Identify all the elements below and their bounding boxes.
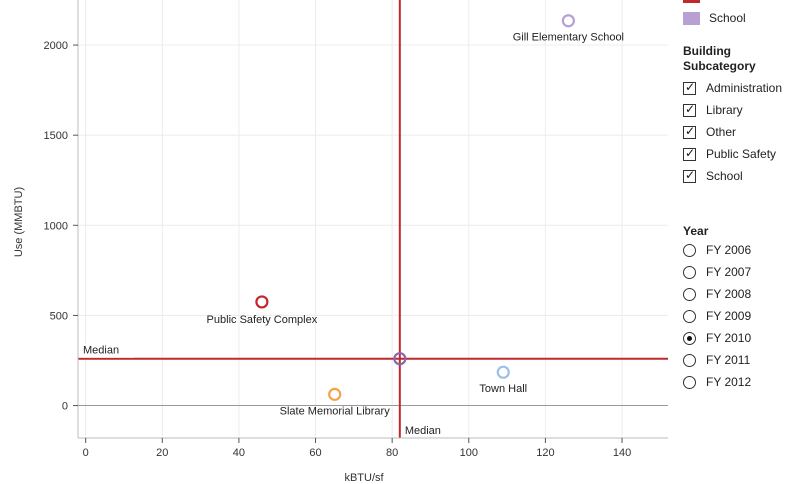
year-option-label: FY 2007: [706, 265, 752, 279]
year-option-label: FY 2008: [706, 287, 752, 301]
legend-item-label: School: [709, 11, 746, 25]
median-label-horizontal: Median: [83, 345, 119, 357]
x-tick-label: 20: [156, 447, 168, 459]
radio-icon[interactable]: [683, 265, 696, 279]
median-label-vertical: Median: [405, 425, 441, 437]
data-point: [561, 14, 575, 28]
subcategory-option[interactable]: Library: [683, 100, 743, 120]
year-option[interactable]: FY 2008: [683, 284, 751, 304]
year-option-label: FY 2012: [706, 375, 752, 389]
y-axis-title: Use (MMBTU): [13, 187, 25, 257]
radio-icon[interactable]: [683, 353, 696, 367]
subcategory-option[interactable]: School: [683, 166, 743, 186]
year-option-label: FY 2009: [706, 309, 752, 323]
x-tick-label: 80: [386, 447, 398, 459]
legend-item-school[interactable]: School: [683, 8, 746, 28]
year-option-label: FY 2006: [706, 243, 752, 257]
year-option[interactable]: FY 2007: [683, 262, 751, 282]
radio-icon[interactable]: [683, 287, 696, 301]
radio-icon[interactable]: [683, 243, 696, 257]
radio-selected-icon[interactable]: [683, 331, 696, 345]
reference-lines: Median Median: [78, 0, 668, 438]
y-tick-label: 0: [62, 401, 68, 413]
year-option[interactable]: FY 2012: [683, 372, 751, 392]
subcategory-option[interactable]: Other: [683, 122, 736, 142]
checkbox-checked-icon[interactable]: [683, 80, 696, 95]
radio-icon[interactable]: [683, 309, 696, 323]
x-axis-title: kBTU/sf: [344, 472, 384, 484]
year-option-label: FY 2011: [706, 353, 751, 367]
y-tick-label: 1000: [44, 220, 68, 232]
year-option[interactable]: FY 2006: [683, 240, 751, 260]
axes: 0 20 40 60 80 100 120 140 0 500 1000 1500 2000 kBTU/s…: [13, 0, 668, 484]
scatter-chart: Median Median Gill Elementary School Publi…: [13, 0, 668, 484]
median-label-bg: [79, 343, 134, 358]
year-filter-title: Year: [683, 224, 709, 238]
subcategory-option[interactable]: Public Safety: [683, 144, 776, 164]
radio-icon[interactable]: [683, 375, 696, 389]
x-tick-label: 60: [309, 447, 321, 459]
checkbox-checked-icon[interactable]: [683, 124, 696, 139]
subcategory-option-label: Other: [706, 125, 737, 139]
x-tick-label: 100: [460, 447, 478, 459]
y-tick-label: 2000: [44, 40, 68, 52]
x-tick-label: 140: [613, 447, 631, 459]
checkbox-checked-icon[interactable]: [683, 146, 696, 161]
year-option[interactable]: FY 2009: [683, 306, 751, 326]
point-label: Gill Elementary School: [513, 32, 624, 44]
point-label: Slate Memorial Library: [280, 405, 391, 417]
checkbox-checked-icon[interactable]: [683, 102, 696, 117]
data-point: [328, 387, 342, 401]
point-label: Town Hall: [479, 383, 527, 395]
subcategory-option-label: Library: [706, 103, 743, 117]
checkbox-checked-icon[interactable]: [683, 168, 696, 183]
subcategory-option[interactable]: Administration: [683, 78, 782, 98]
year-option[interactable]: FY 2010: [683, 328, 751, 348]
subcategory-option-label: School: [706, 169, 743, 183]
y-tick-label: 1500: [44, 130, 68, 142]
year-option-label: FY 2010: [706, 331, 752, 345]
data-point: [255, 295, 269, 309]
legend-swatch-school: [683, 11, 700, 25]
point-label: Public Safety Complex: [207, 314, 318, 326]
subcategory-option-label: Public Safety: [706, 147, 777, 161]
x-tick-label: 40: [233, 447, 245, 459]
year-option[interactable]: FY 2011: [683, 350, 750, 370]
x-tick-label: 120: [536, 447, 554, 459]
data-point: [496, 365, 510, 379]
legend-red-swatch-partial: [683, 0, 700, 3]
x-tick-label: 0: [83, 447, 89, 459]
subcategory-option-label: Administration: [706, 81, 783, 95]
data-points: Gill Elementary School Public Safety Comp…: [207, 14, 624, 417]
y-tick-label: 500: [50, 310, 68, 322]
data-point: [393, 352, 407, 366]
subcategory-filter-title: Building Subcategory: [683, 44, 756, 73]
grid-lines: [78, 0, 668, 438]
